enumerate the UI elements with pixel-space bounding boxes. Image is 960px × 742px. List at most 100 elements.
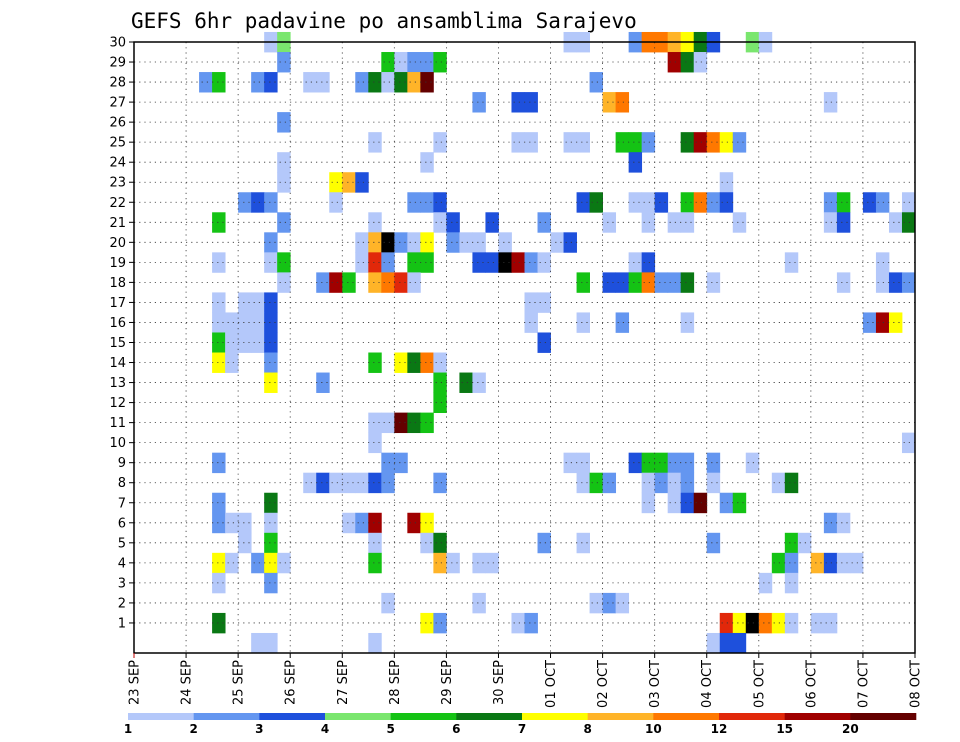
heatmap-cell bbox=[238, 332, 252, 353]
heatmap-cell bbox=[667, 472, 682, 494]
y-tick-label: 3 bbox=[118, 576, 126, 591]
y-tick-label: 18 bbox=[109, 276, 126, 291]
heatmap-cell bbox=[212, 252, 226, 273]
heatmap-cell bbox=[498, 252, 512, 273]
heatmap-cell bbox=[589, 592, 603, 614]
heatmap-cell bbox=[693, 492, 708, 514]
heatmap-cell bbox=[576, 132, 590, 153]
heatmap-cell bbox=[576, 272, 590, 293]
heatmap-cell bbox=[537, 212, 551, 233]
y-tick-label: 17 bbox=[109, 296, 126, 311]
y-tick-label: 11 bbox=[109, 416, 126, 431]
heatmap-cell bbox=[433, 392, 447, 413]
heatmap-cell bbox=[251, 292, 265, 313]
heatmap-cell bbox=[576, 312, 590, 333]
heatmap-cell bbox=[511, 252, 525, 273]
heatmap-cell bbox=[745, 452, 760, 474]
x-tick-label: 05 OCT bbox=[752, 660, 767, 708]
heatmap-cell bbox=[368, 632, 382, 654]
heatmap-cell bbox=[420, 152, 434, 173]
heatmap-cell bbox=[524, 252, 538, 273]
heatmap-cell bbox=[433, 532, 447, 554]
heatmap-cell bbox=[368, 252, 382, 273]
x-tick-label: 26 SEP bbox=[284, 660, 299, 705]
heatmap-cell bbox=[394, 72, 408, 93]
heatmap-cell bbox=[264, 252, 278, 273]
y-tick-label: 9 bbox=[118, 456, 126, 471]
heatmap-cell bbox=[355, 472, 369, 494]
heatmap-cell bbox=[407, 272, 421, 293]
heatmap-cell bbox=[654, 272, 669, 293]
heatmap-cell bbox=[264, 292, 278, 313]
heatmap-cell bbox=[875, 192, 890, 213]
heatmap-cell bbox=[836, 272, 851, 293]
heatmap-cell bbox=[667, 272, 682, 293]
heatmap-cell bbox=[264, 632, 278, 654]
heatmap-cell bbox=[758, 572, 773, 594]
heatmap-cell bbox=[680, 492, 695, 514]
heatmap-cell bbox=[706, 532, 721, 554]
y-tick-label: 27 bbox=[109, 96, 126, 111]
heatmap-cell bbox=[381, 592, 395, 614]
heatmap-cell bbox=[771, 472, 786, 494]
heatmap-cell bbox=[212, 212, 226, 233]
heatmap-cell bbox=[277, 272, 291, 293]
plot-frame bbox=[133, 41, 916, 654]
heatmap-cell bbox=[420, 352, 434, 373]
heatmap-cell bbox=[628, 452, 643, 474]
heatmap-cell bbox=[212, 292, 226, 313]
y-tick-label: 2 bbox=[118, 596, 126, 611]
heatmap-cell bbox=[771, 612, 786, 634]
heatmap-cell bbox=[420, 72, 434, 93]
heatmap-cell bbox=[680, 272, 695, 293]
heatmap-cell bbox=[680, 212, 695, 233]
heatmap-cell bbox=[225, 512, 239, 534]
heatmap-cell bbox=[706, 132, 721, 153]
y-axis: 1234567891011121314151617181920212223242… bbox=[109, 36, 134, 631]
heatmap-cell bbox=[615, 92, 630, 113]
heatmap-cell bbox=[888, 212, 903, 233]
heatmap-cell bbox=[641, 132, 656, 153]
heatmap-cell bbox=[732, 212, 747, 233]
heatmap-cell bbox=[394, 452, 408, 474]
colorbar-swatch bbox=[390, 713, 457, 720]
heatmap-cell bbox=[823, 92, 838, 113]
heatmap-cell bbox=[238, 292, 252, 313]
heatmap-cell bbox=[264, 352, 278, 373]
heatmap-cell bbox=[732, 132, 747, 153]
heatmap-cell bbox=[407, 512, 421, 534]
heatmap-cell bbox=[654, 192, 669, 213]
heatmap-cell bbox=[420, 232, 434, 253]
heatmap-cell bbox=[784, 532, 799, 554]
heatmap-cell bbox=[485, 552, 499, 574]
heatmap-cell bbox=[277, 52, 291, 73]
x-tick-label: 28 SEP bbox=[388, 660, 403, 705]
heatmap-cell bbox=[368, 212, 382, 233]
y-tick-label: 4 bbox=[118, 556, 126, 571]
x-tick-label: 24 SEP bbox=[180, 660, 195, 705]
heatmap-cell bbox=[563, 132, 577, 153]
heatmap-cell bbox=[277, 552, 291, 574]
x-tick-label: 23 SEP bbox=[128, 660, 143, 705]
heatmap-cell bbox=[537, 292, 551, 313]
heatmap-cell bbox=[537, 532, 551, 554]
heatmap-cell bbox=[667, 52, 682, 73]
heatmap-cell bbox=[784, 552, 799, 574]
y-tick-label: 25 bbox=[109, 136, 126, 151]
heatmap-cell bbox=[784, 472, 799, 494]
heatmap-cell bbox=[719, 192, 734, 213]
heatmap-cell bbox=[264, 372, 278, 393]
heatmap-cell bbox=[836, 212, 851, 233]
heatmap-cell bbox=[459, 232, 473, 253]
heatmap-cell bbox=[576, 532, 590, 554]
heatmap-cell bbox=[823, 512, 838, 534]
heatmap-cell bbox=[875, 272, 890, 293]
heatmap-cell bbox=[706, 632, 721, 654]
heatmap-cell bbox=[628, 252, 643, 273]
colorbar-label: 12 bbox=[711, 722, 728, 736]
heatmap-cell bbox=[615, 272, 630, 293]
heatmap-cell bbox=[342, 512, 356, 534]
colorbar-label: 8 bbox=[583, 722, 591, 736]
heatmap-cell bbox=[745, 612, 760, 634]
heatmap-cell bbox=[589, 72, 603, 93]
